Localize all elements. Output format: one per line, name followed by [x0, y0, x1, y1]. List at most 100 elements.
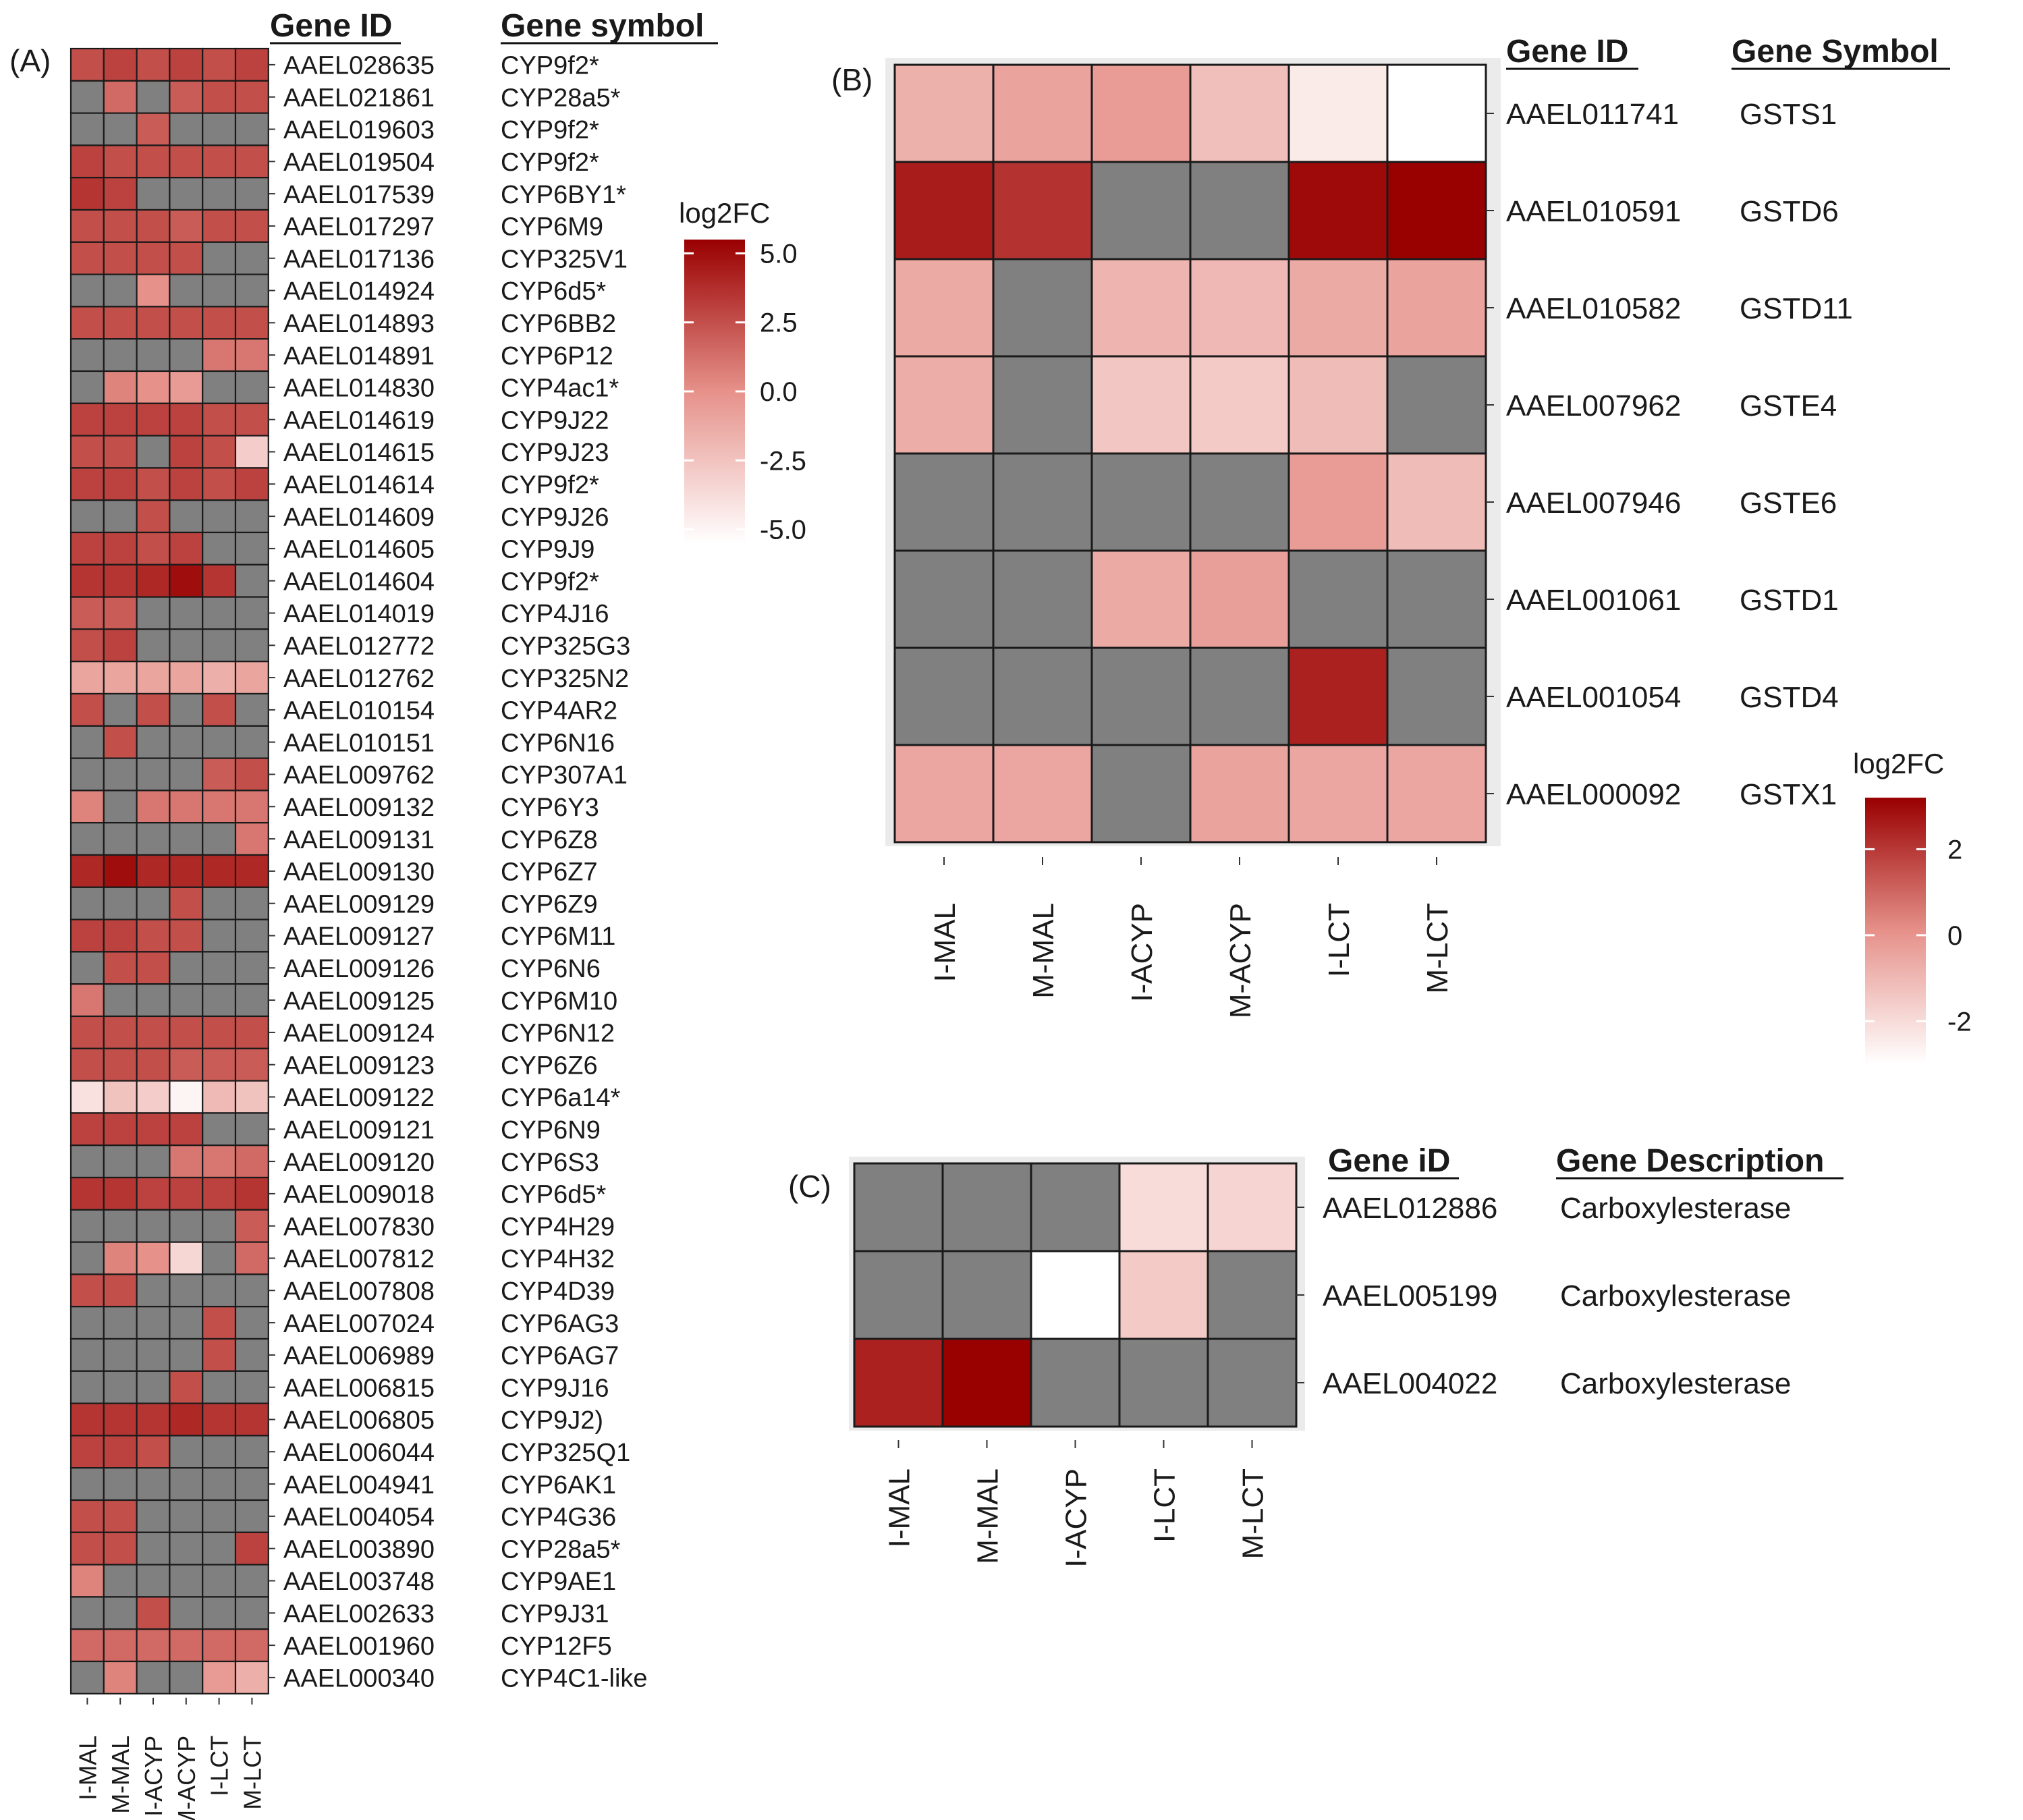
heatmap-cell — [1118, 1250, 1209, 1340]
heatmap-cell — [70, 1273, 105, 1308]
heatmap-cell — [234, 47, 269, 82]
row-gene-id: AAEL014893 — [283, 310, 435, 338]
row-gene-symbol: GSTE6 — [1740, 487, 1837, 520]
panel-a-label: (A) — [9, 43, 51, 78]
heatmap-cell — [202, 596, 237, 630]
heatmap-cell — [169, 757, 204, 792]
panel-b-cells — [893, 63, 1487, 844]
row-gene-id: AAEL014619 — [283, 406, 435, 435]
heatmap-cell — [1189, 452, 1290, 552]
column-label: I-ACYP — [1059, 1468, 1092, 1568]
heatmap-cell — [853, 1250, 944, 1340]
heatmap-cell — [136, 209, 171, 243]
heatmap-cell — [234, 822, 269, 856]
heatmap-cell — [70, 1015, 105, 1049]
heatmap-cell — [169, 1273, 204, 1308]
heatmap-cell — [234, 1273, 269, 1308]
heatmap-cell — [202, 1402, 237, 1437]
heatmap-cell — [941, 1250, 1032, 1340]
panel-b-row-labels: AAEL011741 GSTS1 AAEL010591 GSTD6 AAEL010582… — [1486, 98, 1853, 811]
heatmap-cell — [103, 886, 138, 920]
heatmap-cell — [169, 467, 204, 501]
heatmap-cell — [202, 209, 237, 243]
heatmap-cell — [169, 1015, 204, 1049]
heatmap-cell — [202, 1145, 237, 1179]
row-gene-id: AAEL017136 — [283, 245, 435, 273]
row-gene-id: AAEL014604 — [283, 568, 435, 596]
heatmap-cell — [893, 452, 995, 552]
row-gene-id: AAEL011741 — [1506, 98, 1679, 131]
heatmap-cell — [70, 563, 105, 598]
heatmap-cell — [169, 790, 204, 824]
heatmap-cell — [234, 1531, 269, 1566]
row-gene-symbol: CYP4D39 — [501, 1277, 615, 1306]
row-gene-symbol: CYP6P12 — [501, 342, 613, 370]
panel-a-cells — [70, 47, 269, 1694]
heatmap-cell — [103, 918, 138, 953]
row-gene-symbol: CYP6d5* — [501, 1181, 607, 1209]
panel-a-legend-colorbar — [684, 240, 745, 543]
row-gene-id: AAEL014891 — [283, 342, 435, 370]
heatmap-cell — [169, 886, 204, 920]
heatmap-cell — [234, 1628, 269, 1663]
heatmap-cell — [234, 467, 269, 501]
heatmap-cell — [136, 918, 171, 953]
row-gene-symbol: CYP9f2* — [501, 568, 599, 596]
heatmap-cell — [234, 725, 269, 759]
heatmap-cell — [992, 355, 1093, 455]
heatmap-cell — [169, 1435, 204, 1469]
row-gene-id: AAEL019504 — [283, 148, 435, 177]
heatmap-cell — [70, 886, 105, 920]
row-gene-symbol: CYP9J16 — [501, 1374, 609, 1402]
heatmap-cell — [169, 854, 204, 888]
heatmap-cell — [202, 112, 237, 146]
row-gene-symbol: CYP28a5* — [501, 1535, 621, 1564]
heatmap-cell — [169, 951, 204, 985]
heatmap-cell — [103, 177, 138, 211]
heatmap-cell — [169, 306, 204, 340]
heatmap-cell — [169, 692, 204, 727]
heatmap-cell — [70, 241, 105, 275]
panel-c-gene-description-header: Gene Description — [1556, 1143, 1824, 1179]
heatmap-cell — [136, 338, 171, 373]
heatmap-cell — [103, 273, 138, 308]
heatmap-cell — [202, 47, 237, 82]
legend-tick-label: 2.5 — [760, 308, 798, 338]
row-gene-symbol: CYP9AE1 — [501, 1568, 616, 1596]
heatmap-cell — [1386, 161, 1487, 260]
heatmap-cell — [1189, 646, 1290, 746]
row-gene-symbol: CYP6N6 — [501, 955, 601, 983]
heatmap-cell — [169, 1370, 204, 1404]
heatmap-cell — [70, 1467, 105, 1501]
row-gene-symbol: CYP6Z6 — [501, 1051, 598, 1080]
heatmap-cell — [1189, 161, 1290, 260]
heatmap-cell — [202, 306, 237, 340]
row-gene-id: AAEL007830 — [283, 1213, 435, 1241]
heatmap-cell — [202, 273, 237, 308]
panel-a-legend-title: log2FC — [679, 197, 770, 229]
heatmap-cell — [103, 1531, 138, 1566]
row-gene-id: AAEL014614 — [283, 471, 435, 499]
heatmap-cell — [169, 338, 204, 373]
row-gene-id: AAEL007024 — [283, 1310, 435, 1338]
row-gene-symbol: CYP6M10 — [501, 987, 617, 1016]
heatmap-cell — [136, 47, 171, 82]
heatmap-cell — [103, 209, 138, 243]
heatmap-cell — [202, 531, 237, 566]
heatmap-cell — [103, 144, 138, 179]
row-gene-symbol: GSTD4 — [1740, 681, 1839, 714]
row-gene-id: AAEL009123 — [283, 1051, 435, 1080]
heatmap-cell — [1189, 744, 1290, 844]
heatmap-cell — [70, 531, 105, 566]
heatmap-cell — [234, 661, 269, 695]
heatmap-cell — [234, 1596, 269, 1630]
heatmap-cell — [103, 370, 138, 404]
row-gene-symbol: GSTD6 — [1740, 195, 1839, 228]
panel-c-gene-id-header: Gene iD — [1328, 1143, 1450, 1179]
heatmap-cell — [136, 886, 171, 920]
row-gene-symbol: CYP9f2* — [501, 148, 599, 177]
heatmap-cell — [70, 499, 105, 534]
row-gene-symbol: CYP6M11 — [501, 922, 615, 951]
heatmap-cell — [992, 258, 1093, 358]
row-gene-id: AAEL009124 — [283, 1020, 435, 1048]
